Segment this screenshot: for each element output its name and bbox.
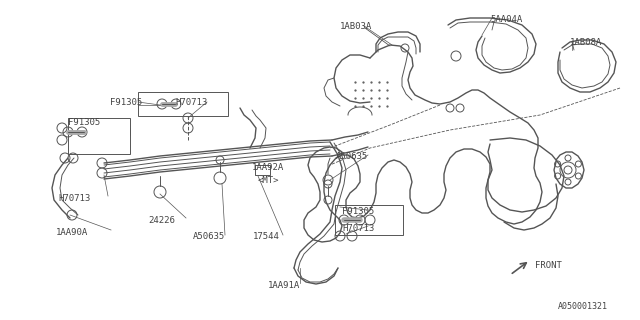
Text: A50635: A50635 [336,152,368,161]
Text: F91305: F91305 [110,98,142,107]
Text: 17544: 17544 [253,232,280,241]
Text: 1AA92A: 1AA92A [252,163,284,172]
Text: 24226: 24226 [148,216,175,225]
Bar [68,118,130,154]
Bar [335,205,403,235]
Text: FRONT: FRONT [535,261,562,270]
Text: 1AA90A: 1AA90A [56,228,88,237]
Text: A50635: A50635 [193,232,225,241]
Text: <MT>: <MT> [258,176,280,185]
Text: A050001321: A050001321 [558,302,608,311]
Text: F91305: F91305 [342,207,374,216]
Text: H70713: H70713 [58,194,90,203]
Text: 1AB03A: 1AB03A [340,22,372,31]
Text: F91305: F91305 [68,118,100,127]
Text: 5AA04A: 5AA04A [490,15,522,24]
Text: H70713: H70713 [175,98,207,107]
Text: H70713: H70713 [342,224,374,233]
Text: 1AA91A: 1AA91A [268,281,300,290]
Text: 1AB08A: 1AB08A [570,38,602,47]
Bar [138,92,228,116]
